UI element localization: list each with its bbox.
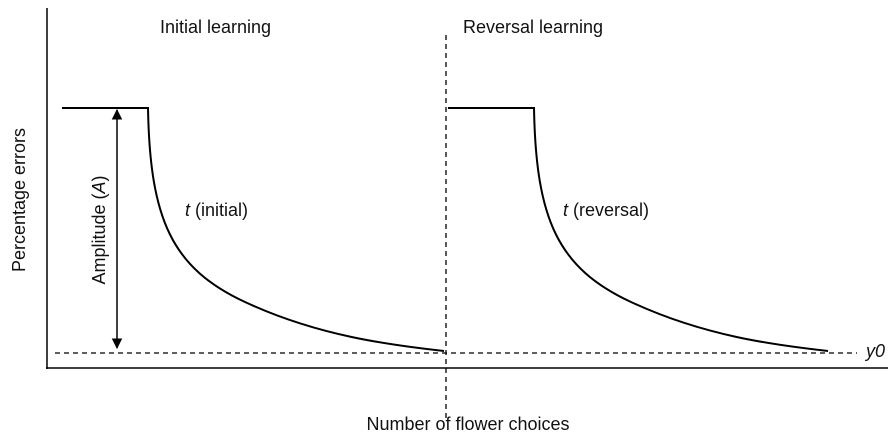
amplitude-symbol: A <box>89 181 109 194</box>
amplitude-suffix: ) <box>89 175 109 181</box>
reversal-curve <box>448 107 829 352</box>
curve-text: (initial) <box>195 200 248 220</box>
curve-label: t (initial) <box>185 200 248 220</box>
initial-curve <box>62 107 445 352</box>
panel-title: Reversal learning <box>463 17 603 37</box>
panel-title: Initial learning <box>160 17 271 37</box>
y-axis-label: Percentage errors <box>9 128 29 272</box>
x-axis-label: Number of flower choices <box>366 414 569 434</box>
amplitude-prefix: Amplitude ( <box>89 193 109 284</box>
amplitude-label: Amplitude (A) <box>89 175 109 284</box>
curve-symbol: t <box>563 200 569 220</box>
curve-symbol: t <box>185 200 191 220</box>
curve-label: t (reversal) <box>563 200 649 220</box>
curve-text: (reversal) <box>573 200 649 220</box>
asymptote-label: y0 <box>864 341 885 361</box>
